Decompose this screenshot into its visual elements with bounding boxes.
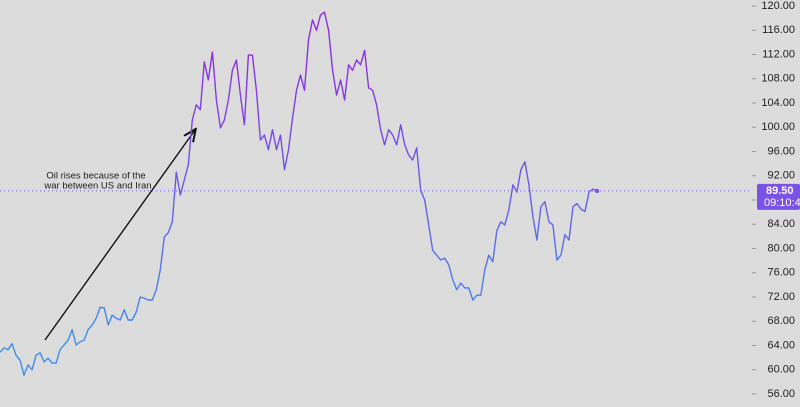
y-tick-label: 104.00 — [761, 97, 795, 109]
y-tick-label: 76.00 — [767, 267, 795, 279]
y-tick-label: 100.00 — [761, 121, 795, 133]
y-tick-label: 84.00 — [767, 218, 795, 230]
y-tick-label: 112.00 — [762, 48, 795, 60]
y-tick-label: 108.00 — [761, 73, 795, 85]
last-price-label: 89.50 — [766, 185, 794, 197]
y-tick-label: 64.00 — [767, 339, 795, 351]
y-tick-label: 56.00 — [767, 388, 795, 400]
y-tick-label: 116.00 — [762, 24, 795, 36]
annotation-line: war between US and Iran — [43, 181, 151, 192]
annotation-line: Oil rises because of the — [46, 171, 145, 182]
annotation-arrow — [44, 130, 195, 341]
price-line — [0, 11, 598, 376]
y-tick-label: 72.00 — [767, 291, 795, 303]
y-tick-label: 80.00 — [767, 242, 795, 254]
y-tick-label: 96.00 — [767, 145, 795, 157]
y-tick-label: 92.00 — [767, 170, 795, 182]
y-tick-label: 60.00 — [767, 364, 795, 376]
y-tick-label: 68.00 — [767, 315, 795, 327]
y-tick-label: 120.00 — [761, 0, 795, 12]
last-point — [594, 188, 600, 194]
countdown: 09:10:41 — [764, 197, 800, 209]
price-badge — [757, 183, 800, 210]
